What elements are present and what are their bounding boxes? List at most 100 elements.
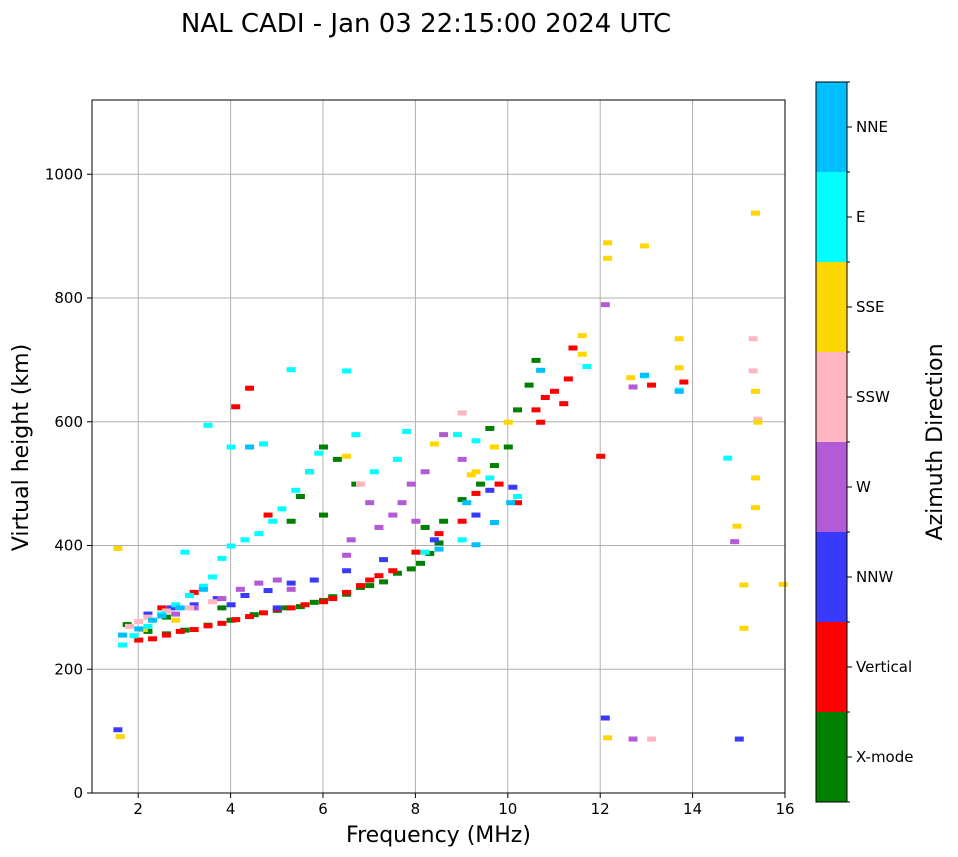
data-point-vertical xyxy=(365,577,375,583)
colorbar-swatch xyxy=(816,172,847,262)
data-point-w xyxy=(217,596,227,602)
data-point-w xyxy=(346,537,356,543)
data-point-nne xyxy=(462,500,472,506)
data-point-nnw xyxy=(734,736,744,742)
data-point-nne xyxy=(175,605,185,611)
data-point-vertical xyxy=(550,388,559,394)
data-point-xmode xyxy=(513,407,523,413)
data-point-xmode xyxy=(416,560,426,566)
data-point-sse xyxy=(471,469,481,475)
colorbar-category-label: E xyxy=(856,208,865,226)
data-point-nne xyxy=(489,519,499,525)
data-point-nne xyxy=(148,617,158,623)
data-point-e xyxy=(129,633,139,639)
data-point-ssw xyxy=(124,623,134,629)
data-point-e xyxy=(208,574,218,580)
data-point-ssw xyxy=(457,410,467,416)
data-point-xmode xyxy=(332,456,342,462)
colorbar-label: Azimuth Direction xyxy=(923,343,948,540)
data-point-vertical xyxy=(563,376,573,382)
data-point-sse xyxy=(674,365,684,371)
plot-area-frame xyxy=(91,99,786,794)
data-point-e xyxy=(254,531,264,537)
data-point-e xyxy=(723,455,733,461)
colorbar-swatch xyxy=(816,262,847,352)
data-point-e xyxy=(452,432,462,438)
data-point-w xyxy=(189,605,199,611)
data-point-sse xyxy=(503,419,513,425)
data-point-w xyxy=(235,586,245,592)
y-tick-label: 1000 xyxy=(45,165,83,183)
data-point-nnw xyxy=(166,605,176,611)
data-point-e xyxy=(351,432,361,438)
x-axis-label: Frequency (MHz) xyxy=(346,823,531,848)
data-point-sse xyxy=(603,240,613,246)
data-point-vertical xyxy=(231,404,241,410)
data-point-vertical xyxy=(231,617,241,623)
data-point-sse xyxy=(603,735,613,741)
data-point-xmode xyxy=(476,481,486,487)
data-point-nne xyxy=(434,546,444,552)
data-point-sse xyxy=(577,351,587,357)
data-point-nnw xyxy=(429,537,439,543)
x-tick-label: 6 xyxy=(318,800,328,818)
data-point-nnw xyxy=(485,487,495,493)
data-point-e xyxy=(342,368,352,374)
data-point-w xyxy=(411,518,421,524)
x-tick-label: 4 xyxy=(226,800,236,818)
data-point-nne xyxy=(118,632,128,638)
data-point-e xyxy=(369,469,379,475)
data-point-sse xyxy=(674,336,684,342)
data-point-sse xyxy=(577,333,587,339)
data-point-vertical xyxy=(342,589,352,595)
y-tick-label: 600 xyxy=(54,413,83,431)
data-point-sse xyxy=(429,441,439,447)
colorbar-frame xyxy=(815,81,848,803)
data-point-ssw xyxy=(208,599,218,605)
x-tick-label: 12 xyxy=(591,800,610,818)
colorbar-category-label: Vertical xyxy=(856,658,912,676)
data-point-w xyxy=(730,539,740,545)
data-point-sse xyxy=(138,627,148,633)
data-point-sse xyxy=(750,505,760,511)
data-point-e xyxy=(513,494,523,499)
data-point-vertical xyxy=(134,637,144,643)
data-point-nne xyxy=(471,542,481,548)
data-point-nnw xyxy=(226,602,236,608)
data-point-sse xyxy=(750,210,760,216)
x-tick-label: 8 xyxy=(411,800,421,818)
data-point-vertical xyxy=(531,407,541,413)
data-point-sse xyxy=(489,444,499,450)
colorbar-category-label: W xyxy=(856,478,871,496)
data-point-xmode xyxy=(319,512,328,518)
data-point-xmode xyxy=(282,605,292,611)
data-point-ssw xyxy=(753,416,763,422)
data-point-e xyxy=(582,364,592,370)
data-point-xmode xyxy=(365,583,375,589)
data-point-sse xyxy=(732,523,742,529)
data-point-w xyxy=(420,469,430,475)
data-point-vertical xyxy=(471,490,481,496)
data-point-ssw xyxy=(748,368,758,374)
data-point-e xyxy=(240,537,250,543)
data-point-nnw xyxy=(212,596,222,602)
data-point-e xyxy=(180,549,190,555)
y-tick-label: 0 xyxy=(73,784,83,802)
colorbar-swatch xyxy=(816,622,847,712)
data-point-vertical xyxy=(148,636,158,642)
x-tick-label: 14 xyxy=(683,800,702,818)
data-point-xmode xyxy=(439,518,449,524)
data-point-e xyxy=(118,642,128,648)
y-axis-ticks: 0 200 400 600 800 1000 xyxy=(45,165,92,802)
data-point-sse xyxy=(750,388,760,394)
data-points xyxy=(113,210,788,742)
data-point-vertical xyxy=(536,419,546,425)
data-point-w xyxy=(254,580,264,586)
data-point-vertical xyxy=(300,602,310,608)
data-point-sse xyxy=(739,625,749,631)
data-point-xmode xyxy=(457,497,467,503)
grid-lines xyxy=(92,100,786,794)
data-point-e xyxy=(143,623,153,629)
data-point-sse xyxy=(466,472,476,478)
data-point-xmode xyxy=(309,599,319,605)
